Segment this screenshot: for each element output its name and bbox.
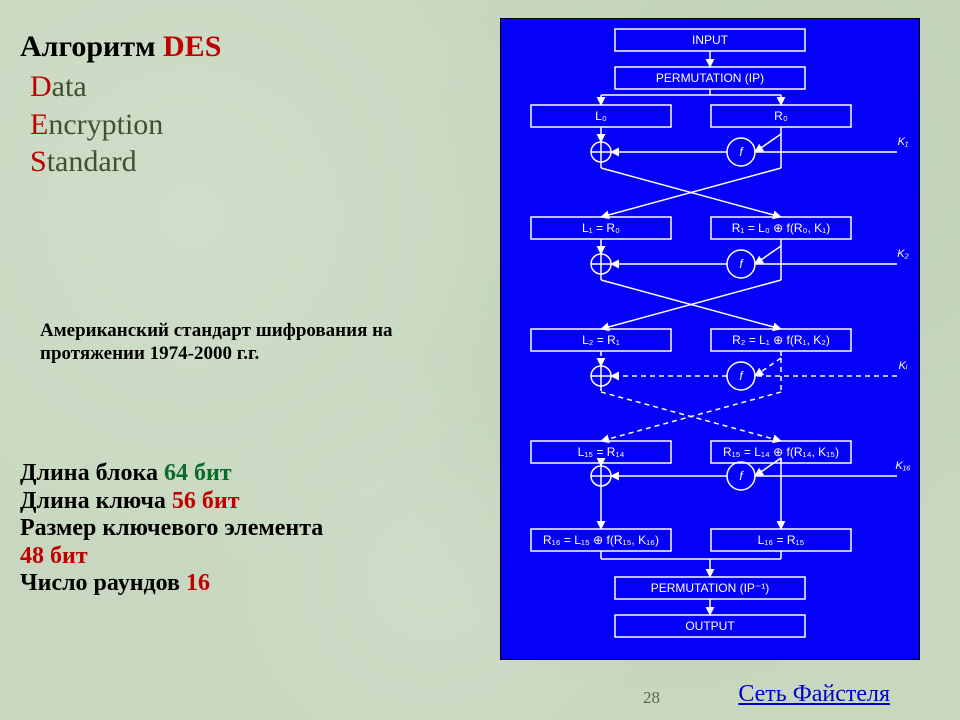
flowchart-svg: INPUT PERMUTATION (IP) L₀ R₀ f K₁ f K₂ f Kᵢ f K₁₆ L₁… <box>501 19 919 659</box>
svg-text:L₂ = R₁: L₂ = R₁ <box>582 333 620 347</box>
svg-text:OUTPUT: OUTPUT <box>685 619 735 633</box>
svg-text:f: f <box>739 469 744 483</box>
spec-row: Число раундов 16 <box>20 570 460 598</box>
spec-row: Размер ключевого элемента 48 бит <box>20 515 460 570</box>
svg-text:K₂: K₂ <box>897 248 909 260</box>
svg-text:R₂ = L₁ ⊕ f(R₁, K₂): R₂ = L₁ ⊕ f(R₁, K₂) <box>732 333 830 347</box>
spec-row: Длина блока 64 бит <box>20 460 460 488</box>
svg-text:L₁₆ = R₁₅: L₁₆ = R₁₅ <box>758 533 805 547</box>
spec-row: Длина ключа 56 бит <box>20 488 460 516</box>
svg-text:L₁ = R₀: L₁ = R₀ <box>582 221 620 235</box>
svg-text:Kᵢ: Kᵢ <box>899 360 908 372</box>
svg-text:L₀: L₀ <box>595 109 607 123</box>
title-prefix: Алгоритм <box>20 30 163 63</box>
svg-text:PERMUTATION (IP⁻¹): PERMUTATION (IP⁻¹) <box>651 581 770 595</box>
svg-text:R₁ = L₀ ⊕ f(R₀, K₁): R₁ = L₀ ⊕ f(R₀, K₁) <box>732 221 830 235</box>
left-text-panel: Алгоритм DES Data Encryption Standard <box>20 30 460 181</box>
svg-text:L₁₅ = R₁₄: L₁₅ = R₁₄ <box>578 445 625 459</box>
title-acronym: DES <box>163 30 221 63</box>
feistel-diagram: INPUT PERMUTATION (IP) L₀ R₀ f K₁ f K₂ f Kᵢ f K₁₆ L₁… <box>500 18 920 660</box>
svg-text:f: f <box>739 257 744 271</box>
svg-text:f: f <box>739 369 744 383</box>
acronym-word-1: Encryption <box>30 106 460 144</box>
svg-text:K₁: K₁ <box>898 136 909 148</box>
feistel-link[interactable]: Сеть Файстеля <box>738 681 890 708</box>
acronym-word-0: Data <box>30 68 460 106</box>
svg-text:PERMUTATION (IP): PERMUTATION (IP) <box>656 71 764 85</box>
svg-text:R₁₆ = L₁₅ ⊕ f(R₁₅, K₁₆): R₁₆ = L₁₅ ⊕ f(R₁₅, K₁₆) <box>543 533 659 547</box>
svg-text:K₁₆: K₁₆ <box>895 460 911 472</box>
svg-text:f: f <box>739 145 744 159</box>
specs-block: Длина блока 64 бит Длина ключа 56 бит Ра… <box>20 460 460 598</box>
svg-text:R₀: R₀ <box>774 109 788 123</box>
description-text: Американский стандарт шифрования на прот… <box>40 320 400 366</box>
title-line: Алгоритм DES <box>20 30 460 64</box>
svg-text:R₁₅ = L₁₄ ⊕ f(R₁₄, K₁₅): R₁₅ = L₁₄ ⊕ f(R₁₄, K₁₅) <box>723 445 839 459</box>
page-number: 28 <box>643 688 660 708</box>
svg-text:INPUT: INPUT <box>692 33 729 47</box>
acronym-word-2: Standard <box>30 143 460 181</box>
